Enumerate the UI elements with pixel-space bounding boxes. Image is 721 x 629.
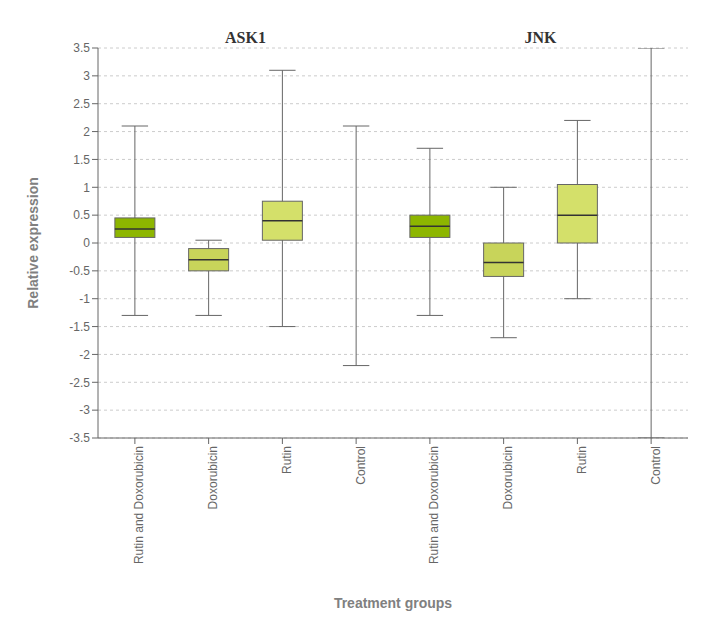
svg-text:-1: -1 <box>79 292 90 306</box>
svg-text:-2: -2 <box>79 348 90 362</box>
svg-text:Control: Control <box>649 446 663 485</box>
svg-text:1.5: 1.5 <box>73 153 90 167</box>
svg-text:3: 3 <box>83 69 90 83</box>
svg-text:Rutin and Doxorubicin: Rutin and Doxorubicin <box>427 446 441 564</box>
svg-text:Rutin and Doxorubicin: Rutin and Doxorubicin <box>132 446 146 564</box>
svg-text:-0.5: -0.5 <box>69 264 90 278</box>
svg-text:Rutin: Rutin <box>575 446 589 474</box>
svg-text:0.5: 0.5 <box>73 208 90 222</box>
svg-text:1: 1 <box>83 181 90 195</box>
svg-text:Doxorubicin: Doxorubicin <box>206 446 220 509</box>
svg-text:2: 2 <box>83 125 90 139</box>
svg-text:ASK1: ASK1 <box>225 29 266 46</box>
svg-text:-3: -3 <box>79 403 90 417</box>
svg-text:Control: Control <box>354 446 368 485</box>
svg-text:-3.5: -3.5 <box>69 431 90 445</box>
svg-text:-1.5: -1.5 <box>69 320 90 334</box>
svg-text:0: 0 <box>83 236 90 250</box>
svg-text:Relative expression: Relative expression <box>25 177 41 309</box>
svg-text:2.5: 2.5 <box>73 97 90 111</box>
svg-text:-2.5: -2.5 <box>69 376 90 390</box>
svg-text:Doxorubicin: Doxorubicin <box>501 446 515 509</box>
svg-text:3.5: 3.5 <box>73 41 90 55</box>
svg-text:JNK: JNK <box>525 29 558 46</box>
svg-text:Rutin: Rutin <box>280 446 294 474</box>
svg-text:Treatment groups: Treatment groups <box>334 595 452 611</box>
